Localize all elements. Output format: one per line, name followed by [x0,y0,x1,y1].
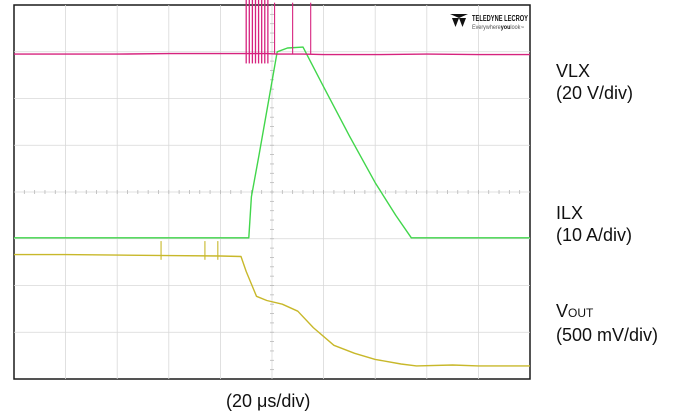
channel-label-ilx: ILX (10 A/div) [556,202,632,246]
trace-vout [14,253,530,367]
brand-logo: TELEDYNE LECROY Everywhereyoulook™ [450,14,528,31]
vout-name-sub: OUT [568,306,594,320]
ilx-name: ILX [556,203,584,223]
vout-name: VOUT [556,300,658,324]
timebase-label: (20 μs/div) [226,391,311,411]
tagline-emphasis: you [501,25,511,31]
trace-vlx [14,52,530,56]
tagline-tm: ™ [520,25,524,30]
vout-name-main: V [556,301,569,321]
channel-label-vlx: VLX (20 V/div) [556,60,633,104]
center-axis-ticks [23,13,521,371]
vout-scale: (500 mV/div) [556,325,659,345]
vlx-scale: (20 V/div) [556,83,634,103]
tagline-suffix: look [510,25,521,31]
ilx-scale: (10 A/div) [556,225,633,245]
brand-name: TELEDYNE LECROY [472,14,528,23]
traces [14,0,530,367]
channel-label-vout: VOUT (500 mV/div) [556,300,658,346]
vlx-name: VLX [556,61,591,81]
tagline-prefix: Everywhere [472,25,501,31]
teledyne-chevron-icon [450,14,468,27]
trace-ilx [14,46,530,239]
brand-tagline: Everywhereyoulook™ [472,25,524,31]
